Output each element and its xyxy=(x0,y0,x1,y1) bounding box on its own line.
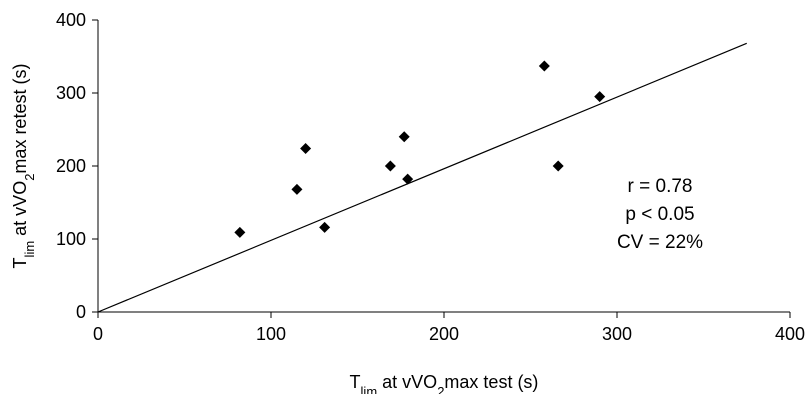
annotation-cv: CV = 22% xyxy=(617,232,703,253)
x-tick-label: 0 xyxy=(93,324,103,344)
data-point xyxy=(402,173,414,185)
plot-area: 0 100 200 300 400 0 100 200 300 400 xyxy=(56,10,805,344)
data-points xyxy=(234,60,606,238)
x-tick-label: 400 xyxy=(775,324,805,344)
y-tick-label: 400 xyxy=(56,10,86,30)
y-tick-label: 0 xyxy=(76,302,86,322)
data-point xyxy=(319,221,331,233)
x-axis-ticks: 0 100 200 300 400 xyxy=(93,312,805,344)
data-point xyxy=(594,91,606,103)
data-point xyxy=(552,160,564,172)
y-tick-label: 300 xyxy=(56,83,86,103)
annotation-r: r = 0.78 xyxy=(628,176,693,197)
x-tick-label: 200 xyxy=(429,324,459,344)
y-axis-ticks: 0 100 200 300 400 xyxy=(56,10,98,322)
y-tick-label: 100 xyxy=(56,229,86,249)
annotation-p: p < 0.05 xyxy=(625,204,694,225)
regression-line xyxy=(97,42,747,313)
y-tick-label: 200 xyxy=(56,156,86,176)
stats-annotation: r = 0.78 p < 0.05 CV = 22% xyxy=(617,176,703,253)
data-point xyxy=(234,226,246,238)
data-point xyxy=(538,60,550,72)
data-point xyxy=(398,131,410,143)
x-tick-label: 100 xyxy=(256,324,286,344)
y-axis-title: Tlim at vVO2max retest (s) xyxy=(10,64,37,269)
data-point xyxy=(291,183,303,195)
x-tick-label: 300 xyxy=(602,324,632,344)
x-axis-title: Tlim at vVO2max test (s) xyxy=(350,372,539,394)
data-point xyxy=(384,160,396,172)
data-point xyxy=(300,142,312,154)
